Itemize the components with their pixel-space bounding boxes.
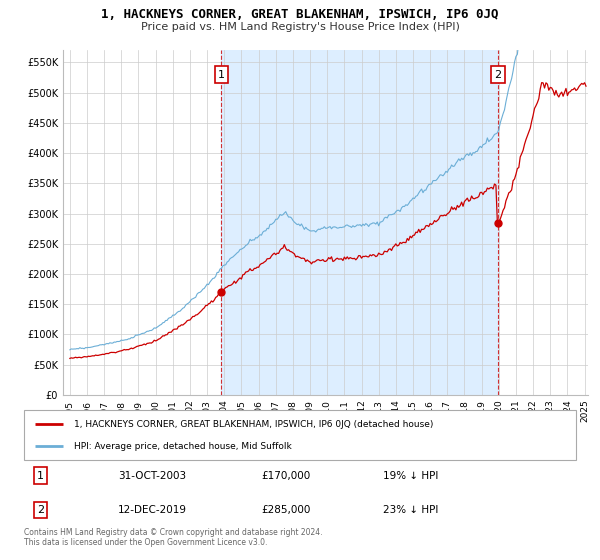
FancyBboxPatch shape <box>24 410 576 460</box>
Text: 1: 1 <box>218 69 225 80</box>
Text: 31-OCT-2003: 31-OCT-2003 <box>118 470 186 480</box>
Text: 2: 2 <box>494 69 502 80</box>
Text: 19% ↓ HPI: 19% ↓ HPI <box>383 470 438 480</box>
Text: 1, HACKNEYS CORNER, GREAT BLAKENHAM, IPSWICH, IP6 0JQ: 1, HACKNEYS CORNER, GREAT BLAKENHAM, IPS… <box>101 8 499 21</box>
Text: Contains HM Land Registry data © Crown copyright and database right 2024.
This d: Contains HM Land Registry data © Crown c… <box>24 528 323 547</box>
Text: 2: 2 <box>37 505 44 515</box>
Bar <box>221 50 498 395</box>
Text: £170,000: £170,000 <box>262 470 311 480</box>
Text: 23% ↓ HPI: 23% ↓ HPI <box>383 505 438 515</box>
Text: Price paid vs. HM Land Registry's House Price Index (HPI): Price paid vs. HM Land Registry's House … <box>140 22 460 32</box>
Text: 1, HACKNEYS CORNER, GREAT BLAKENHAM, IPSWICH, IP6 0JQ (detached house): 1, HACKNEYS CORNER, GREAT BLAKENHAM, IPS… <box>74 419 433 428</box>
Text: 1: 1 <box>37 470 44 480</box>
Text: HPI: Average price, detached house, Mid Suffolk: HPI: Average price, detached house, Mid … <box>74 442 292 451</box>
Text: £285,000: £285,000 <box>262 505 311 515</box>
Text: 12-DEC-2019: 12-DEC-2019 <box>118 505 187 515</box>
